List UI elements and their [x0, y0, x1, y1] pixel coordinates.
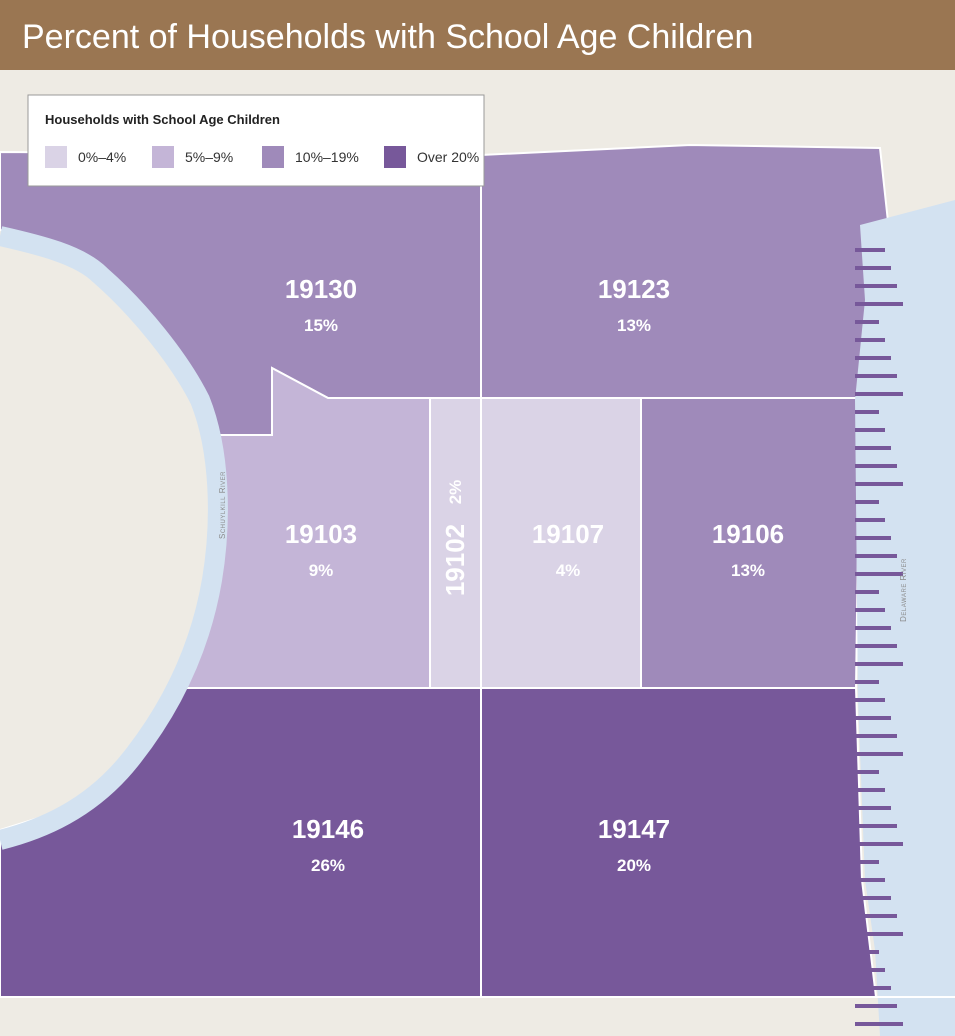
legend: [27, 94, 485, 187]
legend-label: 0%–4%: [78, 149, 126, 165]
percent-label: 20%: [617, 856, 651, 875]
zip-region: [480, 143, 923, 399]
legend-label: 10%–19%: [295, 149, 359, 165]
percent-label: 4%: [556, 561, 581, 580]
percent-label: 2%: [446, 480, 465, 505]
percent-label: 9%: [309, 561, 334, 580]
zip-label: 19130: [285, 274, 357, 304]
zip-label: 19103: [285, 519, 357, 549]
zip-region: [480, 687, 878, 998]
legend-swatch: [262, 146, 284, 168]
legend-label: Over 20%: [417, 149, 479, 165]
title: Percent of Households with School Age Ch…: [22, 18, 753, 56]
legend-label: 5%–9%: [185, 149, 233, 165]
percent-label: 15%: [304, 316, 338, 335]
zip-label: 19107: [532, 519, 604, 549]
schuylkill-river: [0, 226, 228, 850]
land: [0, 250, 202, 825]
percent-label: 26%: [311, 856, 345, 875]
river-label: Delaware River: [899, 558, 908, 622]
legend-swatch: [384, 146, 406, 168]
zip-label: 19146: [292, 814, 364, 844]
zip-label: 19102: [440, 524, 470, 596]
zip-label: 19106: [712, 519, 784, 549]
river-label: Schuylkill River: [218, 471, 227, 539]
legend-title: Households with School Age Children: [45, 112, 280, 127]
percent-label: 13%: [731, 561, 765, 580]
title-bar: [0, 0, 955, 70]
zip-label: 19147: [598, 814, 670, 844]
zip-label: 19123: [598, 274, 670, 304]
percent-label: 13%: [617, 316, 651, 335]
legend-swatch: [152, 146, 174, 168]
legend-swatch: [45, 146, 67, 168]
